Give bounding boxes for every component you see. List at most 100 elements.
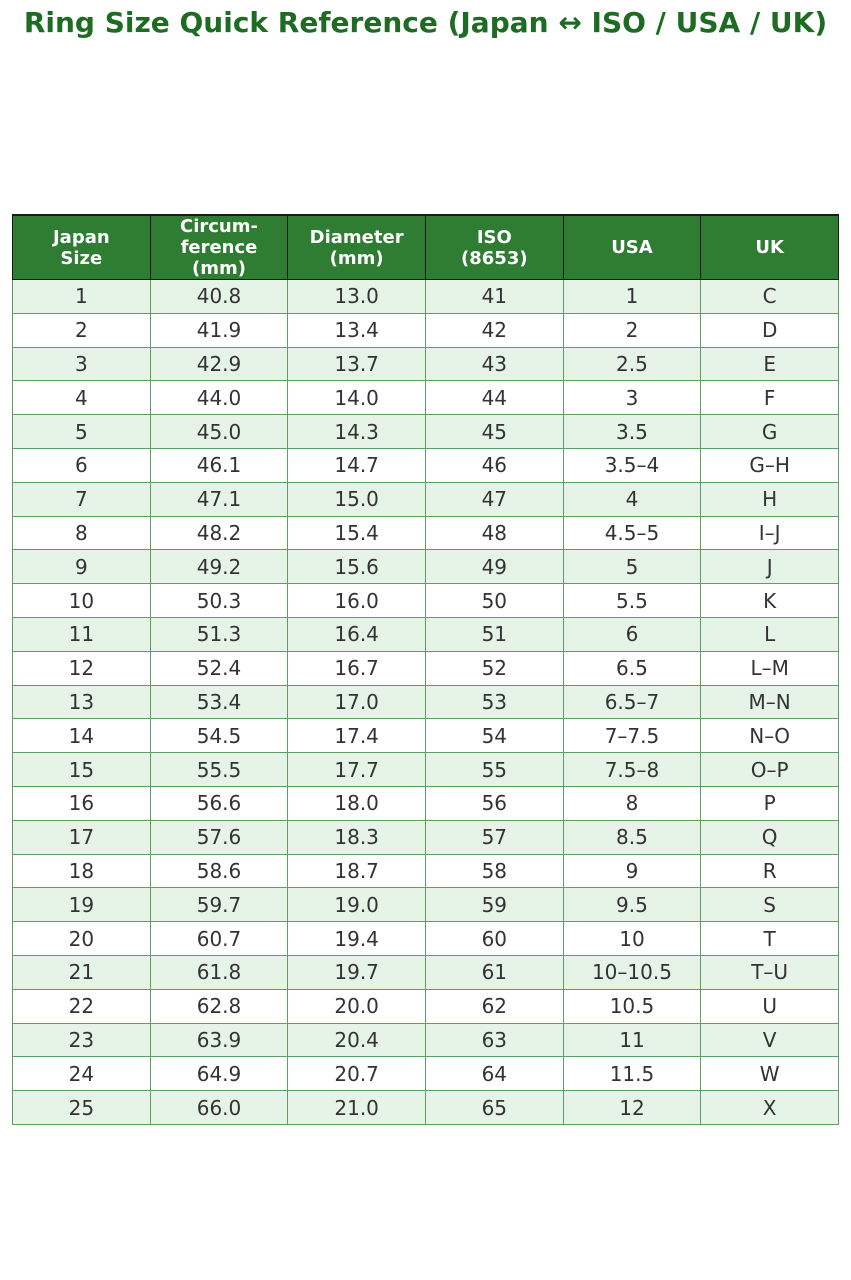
table-row: 21 61.8 19.7 61 10–10.5 T–U bbox=[12, 954, 839, 990]
table-cell: 53 bbox=[424, 684, 564, 720]
ring-size-table: Japan Size Circum- ference (mm) Diameter (… bbox=[12, 214, 839, 1125]
table-cell: L–M bbox=[700, 650, 839, 686]
table-cell: I–J bbox=[700, 515, 839, 551]
table-cell: M–N bbox=[700, 684, 839, 720]
table-cell: 14 bbox=[12, 718, 151, 754]
table-cell: R bbox=[700, 853, 839, 889]
table-cell: 17.4 bbox=[287, 718, 426, 754]
table-cell: 52.4 bbox=[149, 650, 289, 686]
table-cell: 51.3 bbox=[149, 616, 289, 652]
table-cell: 17.7 bbox=[287, 752, 426, 787]
table-row: 20 60.7 19.4 60 10 T bbox=[12, 921, 839, 956]
table-cell: 41 bbox=[424, 279, 564, 314]
table-row: 17 57.6 18.3 57 8.5 Q bbox=[12, 819, 839, 855]
table-cell: 52 bbox=[424, 650, 564, 686]
table-cell: 8.5 bbox=[562, 819, 702, 855]
table-cell: 18 bbox=[12, 853, 151, 889]
table-cell: 53.4 bbox=[149, 684, 289, 720]
table-cell: 49 bbox=[424, 549, 564, 585]
table-cell: J bbox=[700, 549, 839, 585]
table-cell: 8 bbox=[562, 785, 702, 821]
table-cell: 50.3 bbox=[149, 583, 289, 618]
table-cell: 21 bbox=[12, 954, 151, 990]
table-cell: 12 bbox=[562, 1090, 702, 1125]
table-row: 7 47.1 15.0 47 4 H bbox=[12, 481, 839, 517]
table-cell: 16.7 bbox=[287, 650, 426, 686]
table-row: 15 55.5 17.7 55 7.5–8 O–P bbox=[12, 752, 839, 787]
table-cell: 55 bbox=[424, 752, 564, 787]
table-cell: 59 bbox=[424, 887, 564, 923]
table-cell: 10 bbox=[12, 583, 151, 618]
table-cell: 46.1 bbox=[149, 447, 289, 483]
table-row: 13 53.4 17.0 53 6.5–7 M–N bbox=[12, 684, 839, 720]
table-head: Japan Size Circum- ference (mm) Diameter (… bbox=[12, 214, 839, 280]
table-cell: 14.7 bbox=[287, 447, 426, 483]
table-row: 19 59.7 19.0 59 9.5 S bbox=[12, 887, 839, 923]
table-cell: 10–10.5 bbox=[562, 954, 702, 990]
table-cell: 45.0 bbox=[149, 414, 289, 449]
table-cell: 43 bbox=[424, 346, 564, 382]
table-cell: 48 bbox=[424, 515, 564, 551]
table-cell: T–U bbox=[700, 954, 839, 990]
table-row: 10 50.3 16.0 50 5.5 K bbox=[12, 583, 839, 618]
table-cell: G bbox=[700, 414, 839, 449]
table-cell: 1 bbox=[12, 279, 151, 314]
table-cell: W bbox=[700, 1056, 839, 1092]
table-cell: 62.8 bbox=[149, 988, 289, 1024]
table-cell: 18.7 bbox=[287, 853, 426, 889]
table-cell: 9 bbox=[12, 549, 151, 585]
table-cell: 6.5 bbox=[562, 650, 702, 686]
table-row: 6 46.1 14.7 46 3.5–4 G–H bbox=[12, 447, 839, 483]
table-cell: 1 bbox=[562, 279, 702, 314]
table-cell: G–H bbox=[700, 447, 839, 483]
table-row: 9 49.2 15.6 49 5 J bbox=[12, 549, 839, 585]
table-cell: 11 bbox=[12, 616, 151, 652]
table-cell: 15 bbox=[12, 752, 151, 787]
table-cell: 11 bbox=[562, 1022, 702, 1058]
table-cell: 62 bbox=[424, 988, 564, 1024]
table-cell: 56.6 bbox=[149, 785, 289, 821]
table-cell: 5.5 bbox=[562, 583, 702, 618]
column-header: ISO (8653) bbox=[424, 214, 564, 280]
table-cell: 3 bbox=[12, 346, 151, 382]
table-cell: 42.9 bbox=[149, 346, 289, 382]
table-cell: 14.0 bbox=[287, 380, 426, 416]
table-cell: 40.8 bbox=[149, 279, 289, 314]
table-cell: 23 bbox=[12, 1022, 151, 1058]
table-row: 8 48.2 15.4 48 4.5–5 I–J bbox=[12, 515, 839, 551]
table-row: 11 51.3 16.4 51 6 L bbox=[12, 616, 839, 652]
table-cell: 7.5–8 bbox=[562, 752, 702, 787]
table-cell: 15.6 bbox=[287, 549, 426, 585]
column-header: Diameter (mm) bbox=[287, 214, 426, 280]
table-body: 1 40.8 13.0 41 1 C 2 41.9 13.4 42 2 D 3 42.9 13.7 43 2.5… bbox=[12, 279, 839, 1125]
table-row: 3 42.9 13.7 43 2.5 E bbox=[12, 346, 839, 382]
table-cell: 9.5 bbox=[562, 887, 702, 923]
page-title: Ring Size Quick Reference (Japan ↔ ISO /… bbox=[23, 6, 828, 39]
table-cell: 8 bbox=[12, 515, 151, 551]
table-cell: 60.7 bbox=[149, 921, 289, 956]
table-row: 2 41.9 13.4 42 2 D bbox=[12, 312, 839, 348]
table-row: 5 45.0 14.3 45 3.5 G bbox=[12, 414, 839, 449]
table-cell: 16 bbox=[12, 785, 151, 821]
table-cell: 20.4 bbox=[287, 1022, 426, 1058]
table-row: 23 63.9 20.4 63 11 V bbox=[12, 1022, 839, 1058]
table-cell: 2 bbox=[12, 312, 151, 348]
column-header: UK bbox=[700, 214, 839, 280]
table-cell: 63.9 bbox=[149, 1022, 289, 1058]
table-cell: 54 bbox=[424, 718, 564, 754]
table-cell: L bbox=[700, 616, 839, 652]
table-cell: 11.5 bbox=[562, 1056, 702, 1092]
table-cell: 60 bbox=[424, 921, 564, 956]
table-cell: 5 bbox=[12, 414, 151, 449]
table-cell: 58.6 bbox=[149, 853, 289, 889]
table-cell: F bbox=[700, 380, 839, 416]
table-cell: 3.5 bbox=[562, 414, 702, 449]
table-cell: 22 bbox=[12, 988, 151, 1024]
table-cell: K bbox=[700, 583, 839, 618]
table-cell: 10 bbox=[562, 921, 702, 956]
table-cell: 9 bbox=[562, 853, 702, 889]
table-cell: 6.5–7 bbox=[562, 684, 702, 720]
table-cell: 16.0 bbox=[287, 583, 426, 618]
table-cell: 20.7 bbox=[287, 1056, 426, 1092]
